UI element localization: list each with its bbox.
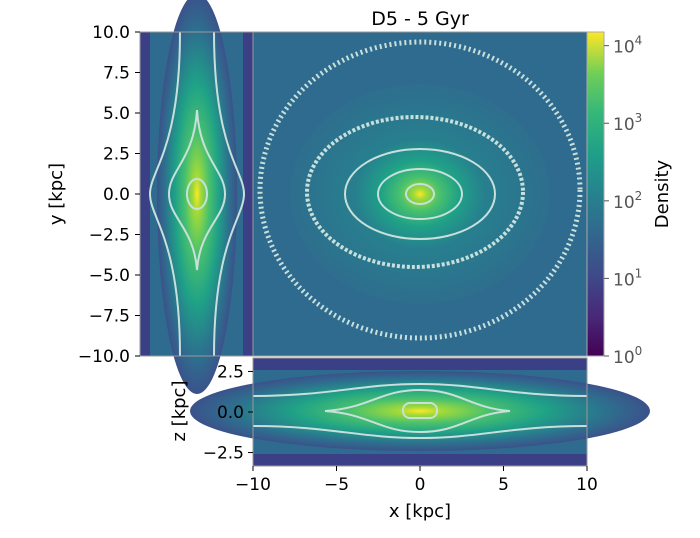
tick-base: 10 bbox=[613, 270, 635, 290]
side-contours bbox=[148, 31, 246, 357]
tick-exponent: 4 bbox=[635, 34, 643, 48]
edge-on-xz-panel bbox=[190, 357, 650, 467]
tick-exponent: 3 bbox=[635, 111, 643, 125]
x-axis-label: x [kpc] bbox=[389, 501, 451, 522]
z-tick-label: −2.5 bbox=[203, 444, 244, 464]
contour bbox=[305, 115, 525, 269]
x-tick-label: 10 bbox=[576, 475, 598, 495]
face-on-density bbox=[290, 84, 550, 304]
contour bbox=[167, 109, 227, 271]
y-tick-label: −2.5 bbox=[89, 226, 130, 246]
y-tick-label: −5.0 bbox=[89, 266, 130, 286]
contour bbox=[252, 382, 588, 440]
colorbar-tick-label: 101 bbox=[613, 266, 642, 290]
tick-exponent: 2 bbox=[635, 189, 643, 203]
colorbar-tick-label: 104 bbox=[613, 34, 642, 58]
z-axis-label: z [kpc] bbox=[169, 381, 190, 442]
x-tick-label: 0 bbox=[415, 475, 426, 495]
y-tick-label: −10.0 bbox=[78, 347, 130, 367]
edge-on-zy-panel bbox=[139, 0, 254, 394]
y-tick-label: 7.5 bbox=[103, 64, 130, 84]
y-tick-label: 2.5 bbox=[103, 145, 130, 165]
colorbar-tick-label: 102 bbox=[613, 189, 642, 213]
face-on-panel bbox=[252, 31, 588, 357]
colorbar-tick-label: 100 bbox=[613, 344, 642, 368]
contour bbox=[186, 178, 208, 210]
y-tick-label: 10.0 bbox=[92, 23, 130, 43]
y-tick-label: 0.0 bbox=[103, 185, 130, 205]
z-tick-label: 2.5 bbox=[217, 362, 244, 382]
chart-title: D5 - 5 Gyr bbox=[371, 8, 469, 30]
contour bbox=[344, 148, 496, 240]
tick-base: 10 bbox=[613, 38, 635, 58]
colorbar-gradient bbox=[586, 31, 605, 357]
contour bbox=[257, 39, 583, 341]
y-tick-label: 5.0 bbox=[103, 104, 130, 124]
y-axis-label: y [kpc] bbox=[46, 163, 67, 225]
face-on-contours bbox=[257, 39, 583, 341]
colorbar-tick-label: 103 bbox=[613, 111, 642, 135]
contour bbox=[377, 168, 463, 220]
x-tick-label: −10 bbox=[235, 475, 271, 495]
contour bbox=[402, 402, 438, 419]
bottom-density bbox=[190, 371, 650, 451]
contour bbox=[148, 31, 246, 357]
tick-exponent: 0 bbox=[635, 344, 643, 358]
x-tick-label: 5 bbox=[498, 475, 509, 495]
tick-exponent: 1 bbox=[635, 266, 643, 280]
tick-base: 10 bbox=[613, 115, 635, 135]
contour bbox=[405, 183, 435, 205]
colorbar-label: Density bbox=[652, 159, 673, 228]
y-tick-label: −7.5 bbox=[89, 307, 130, 327]
contour bbox=[324, 388, 511, 434]
tick-base: 10 bbox=[613, 348, 635, 368]
x-tick-label: −5 bbox=[324, 475, 349, 495]
bottom-contours bbox=[252, 382, 588, 440]
tick-base: 10 bbox=[613, 193, 635, 213]
z-tick-label: 0.0 bbox=[217, 403, 244, 423]
